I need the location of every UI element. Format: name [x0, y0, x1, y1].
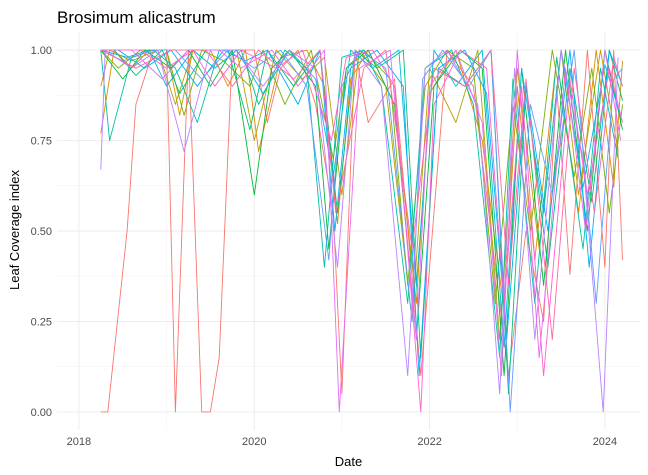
x-axis-ticks: 2018 2020 2022 2024: [67, 436, 617, 448]
y-tick-label: 1.00: [31, 45, 52, 57]
x-tick-label: 2022: [417, 436, 441, 448]
chart-title: Brosimum alicastrum: [57, 8, 216, 27]
series-line-tree-10: [100, 49, 623, 413]
series-line-tree-11: [100, 49, 619, 413]
x-tick-label: 2020: [242, 436, 266, 448]
y-axis-ticks: 0.00 0.25 0.50 0.75 1.00: [31, 45, 52, 419]
y-axis-label: Leaf Coverage index: [7, 170, 22, 290]
y-tick-label: 0.50: [31, 226, 52, 238]
series-line-tree-07: [100, 49, 619, 359]
y-tick-label: 0.25: [31, 316, 52, 328]
series-lines: [100, 49, 623, 413]
series-line-tree-05: [100, 49, 623, 377]
series-line-tree-12: [100, 49, 622, 413]
series-line-tree-13: [100, 49, 623, 413]
series-line-tree-06: [100, 49, 623, 395]
x-axis-label: Date: [335, 454, 362, 469]
x-tick-label: 2024: [593, 436, 617, 448]
y-tick-label: 0.75: [31, 136, 52, 148]
major-gridlines-x: [78, 32, 606, 430]
y-tick-label: 0.00: [31, 407, 52, 419]
series-line-tree-02: [100, 49, 623, 312]
x-tick-label: 2018: [67, 436, 91, 448]
series-line-tree-09: [100, 49, 623, 377]
series-line-tree-14: [100, 49, 623, 340]
